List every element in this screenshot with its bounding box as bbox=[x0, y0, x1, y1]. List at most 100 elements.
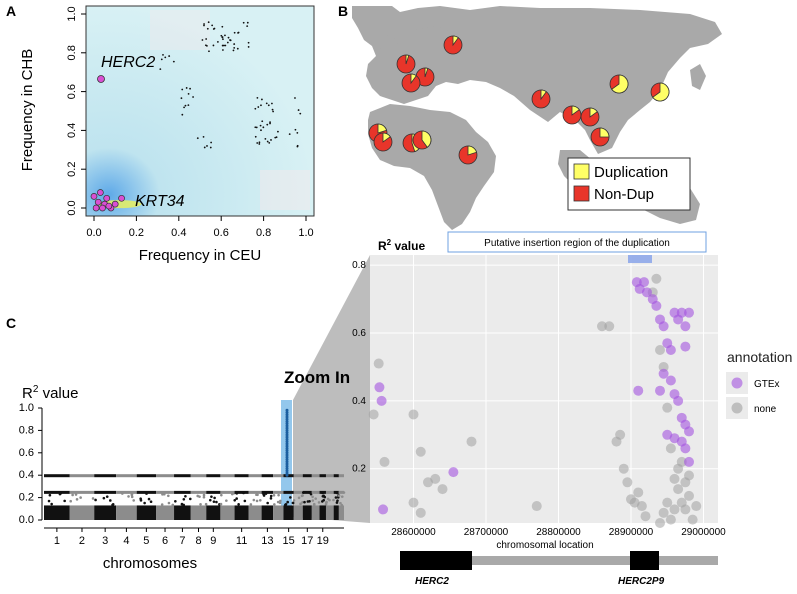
x-tick-label: 28600000 bbox=[391, 527, 436, 538]
snp-dot bbox=[301, 500, 304, 504]
chromosome-band bbox=[206, 474, 221, 478]
snp-dot bbox=[212, 500, 216, 503]
low-freq-point bbox=[99, 204, 106, 212]
chromosome-band bbox=[248, 490, 262, 494]
snp-dot bbox=[208, 498, 212, 502]
chromosome-band bbox=[338, 505, 344, 520]
snp-dot bbox=[296, 131, 299, 134]
snp-dot bbox=[184, 104, 187, 107]
chromosome-band bbox=[156, 474, 175, 478]
chr15-peak-dot bbox=[285, 444, 289, 448]
snp-dot bbox=[180, 502, 184, 506]
snp-dot bbox=[109, 499, 112, 502]
snp-dot bbox=[261, 120, 264, 123]
pie-duplication bbox=[571, 105, 580, 116]
legend-non-dup: Non-Dup bbox=[594, 186, 654, 203]
snp-dot bbox=[139, 499, 143, 502]
low-freq-point bbox=[92, 204, 100, 212]
chromosome-band bbox=[325, 490, 334, 494]
zoom-y-ticks: 0.2 0.4 0.6 0.8 bbox=[352, 260, 366, 475]
snp-dot bbox=[210, 141, 213, 144]
y-axis-title: Frequency in CHB bbox=[19, 49, 36, 172]
snp-dot bbox=[336, 499, 339, 502]
snp-dot bbox=[284, 502, 288, 506]
chrom-tick-label: 4 bbox=[123, 535, 129, 547]
low-freq-point bbox=[111, 200, 119, 208]
chr15-peak-dot bbox=[285, 440, 289, 444]
low-freq-point bbox=[118, 194, 125, 202]
gtex-point bbox=[680, 321, 691, 332]
chromosome-band bbox=[261, 490, 274, 494]
chrom-tick-label: 9 bbox=[210, 535, 216, 547]
snp-dot bbox=[182, 498, 186, 501]
panel-label-a: A bbox=[6, 3, 16, 19]
density-patch bbox=[150, 10, 210, 50]
chromosome-band bbox=[248, 474, 262, 478]
none-point bbox=[655, 518, 665, 528]
insertion-label: Putative insertion region of the duplica… bbox=[484, 238, 670, 249]
snp-dot bbox=[272, 110, 275, 113]
snp-dot bbox=[261, 98, 263, 101]
snp-dot bbox=[237, 32, 239, 34]
snp-dot bbox=[247, 41, 250, 44]
snp-dot bbox=[233, 31, 236, 34]
none-legend-dot bbox=[731, 402, 743, 414]
gtex-point bbox=[374, 382, 385, 393]
snp-dot bbox=[206, 44, 208, 47]
x-axis-title: chromosomes bbox=[103, 555, 197, 572]
chromosome-band bbox=[174, 474, 191, 478]
snp-dot bbox=[199, 502, 202, 506]
chromosome-band bbox=[116, 490, 137, 494]
snp-dot bbox=[171, 503, 175, 507]
chrom-tick-label: 1 bbox=[54, 535, 60, 547]
gtex-point bbox=[684, 307, 694, 318]
gtex-point bbox=[665, 344, 676, 355]
zoom-in-label: Zoom In bbox=[284, 368, 350, 387]
snp-dot bbox=[246, 25, 249, 27]
snp-dot bbox=[288, 133, 291, 136]
snp-dot bbox=[339, 501, 342, 505]
snp-dot bbox=[256, 142, 259, 144]
snp-dot bbox=[291, 501, 295, 505]
x-axis-ticks: 0.0 0.2 0.4 0.6 0.8 1.0 bbox=[86, 216, 314, 239]
chr15-peak-dot bbox=[285, 469, 289, 473]
snp-dot bbox=[223, 490, 227, 494]
snp-dot bbox=[257, 106, 260, 108]
snp-dot bbox=[187, 92, 190, 95]
snp-dot bbox=[312, 503, 316, 506]
snp-dot bbox=[220, 493, 223, 497]
snp-dot bbox=[340, 495, 344, 498]
snp-dot bbox=[215, 500, 218, 504]
chromosome-band bbox=[190, 505, 207, 520]
chromosome-band bbox=[220, 505, 235, 520]
chr15-peak-dot bbox=[285, 437, 289, 441]
snp-dot bbox=[216, 41, 219, 43]
gtex-point bbox=[378, 504, 389, 515]
snp-dot bbox=[163, 492, 166, 496]
snp-dot bbox=[311, 499, 315, 502]
gtex-point bbox=[676, 307, 687, 318]
snp-dot bbox=[185, 87, 188, 89]
chromosome-band bbox=[190, 490, 207, 494]
snp-dot bbox=[79, 496, 82, 499]
y-tick-label: 0.8 bbox=[66, 45, 78, 60]
snp-dot bbox=[303, 500, 306, 504]
snp-dot bbox=[296, 144, 299, 147]
snp-dot bbox=[264, 138, 267, 140]
chromosome-band bbox=[234, 490, 249, 494]
legend-title: annotation bbox=[727, 349, 792, 365]
snp-dot bbox=[324, 501, 328, 504]
none-point bbox=[651, 273, 662, 284]
zoom-r2-sup: 2 bbox=[387, 238, 392, 247]
pie-duplication bbox=[611, 74, 629, 94]
snp-dot bbox=[269, 497, 273, 500]
x-tick-label: 1.0 bbox=[298, 227, 313, 239]
chr15-peak-dot bbox=[285, 415, 289, 419]
snp-dot bbox=[297, 496, 301, 500]
snp-dot bbox=[265, 102, 268, 105]
snp-dot bbox=[220, 34, 223, 37]
chromosome-band bbox=[273, 505, 284, 520]
snp-dot bbox=[260, 129, 262, 132]
snp-dot bbox=[247, 46, 250, 48]
